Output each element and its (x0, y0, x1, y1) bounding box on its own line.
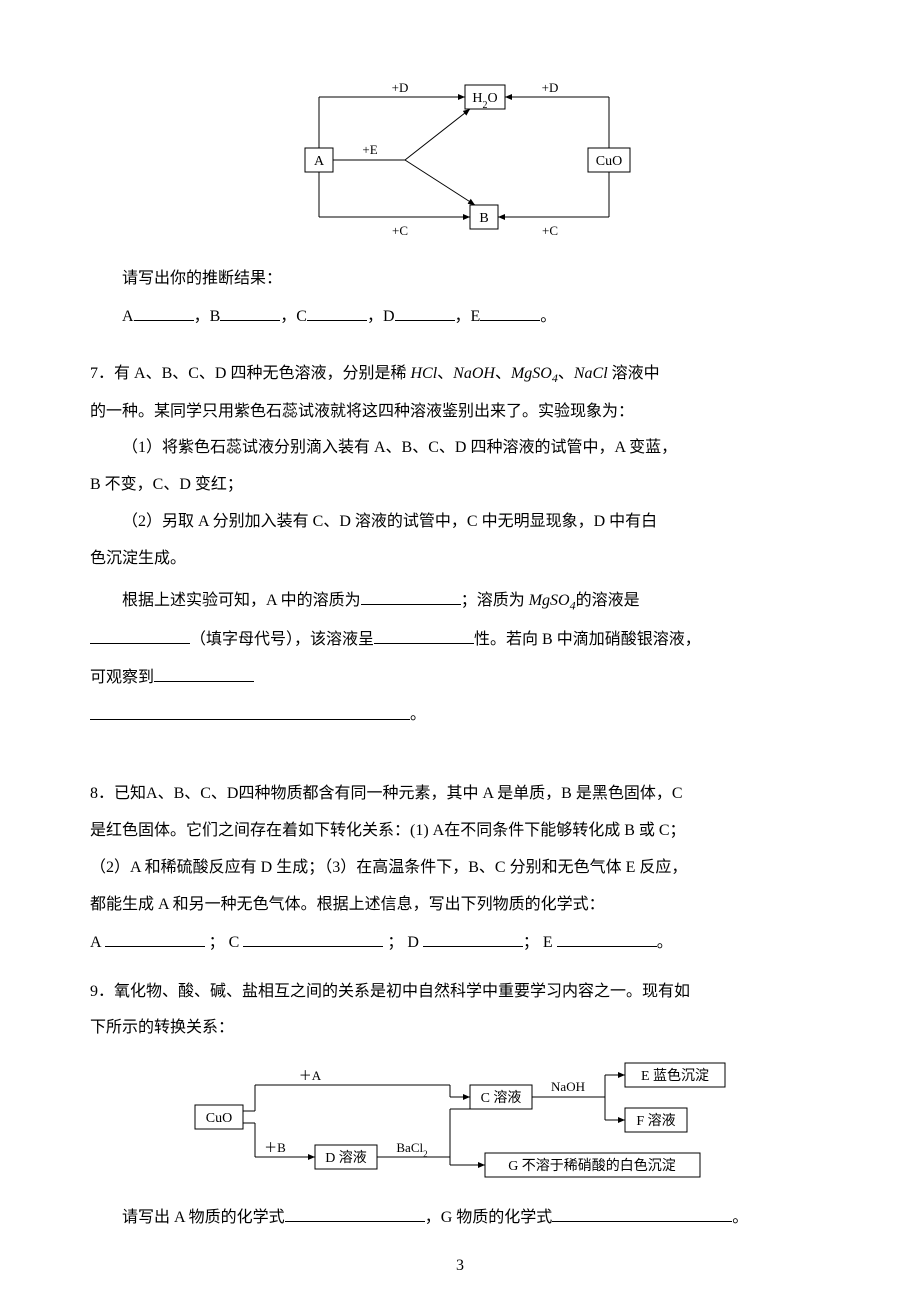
svg-text:CuO: CuO (206, 1111, 232, 1126)
q6-e: ，E (455, 308, 481, 325)
blank (480, 302, 540, 321)
nacl: NaCl (574, 365, 608, 382)
blank (307, 302, 367, 321)
svg-text:G 不溶于稀硝酸的白色沉淀: G 不溶于稀硝酸的白色沉淀 (508, 1157, 676, 1174)
svg-text:H2O: H2O (472, 91, 497, 111)
svg-text:E 蓝色沉淀: E 蓝色沉淀 (641, 1067, 709, 1084)
blank (90, 700, 410, 719)
q6-b: ，B (194, 308, 221, 325)
q7-p2a: （2）另取 A 分别加入装有 C、D 溶液的试管中，C 中无明显现象，D 中有白 (90, 508, 830, 537)
q8-l4: 都能生成 A 和另一种无色气体。根据上述信息，写出下列物质的化学式： (90, 891, 830, 920)
hcl: HCl (410, 365, 437, 382)
blank (374, 625, 474, 644)
page-number: 3 (456, 1257, 464, 1275)
q8-ans: A ； C ； D ； E 。 (90, 928, 830, 958)
q9-ans3: 。 (732, 1209, 748, 1226)
q7-p2b: 色沉淀生成。 (90, 545, 830, 574)
q7-intro1: 有 A、B、C、D 四种无色溶液，分别是稀 (114, 365, 410, 382)
q8-d: ； D (383, 934, 423, 951)
q8-l1: 8．已知A、B、C、D四种物质都含有同一种元素，其中 A 是单质，B 是黑色固体… (90, 780, 830, 809)
q7-num: 7． (90, 365, 114, 382)
q9-l1: 9．氧化物、酸、碱、盐相互之间的关系是初中自然科学中重要学习内容之一。现有如 (90, 978, 830, 1007)
q9-l2: 下所示的转换关系： (90, 1014, 830, 1043)
svg-text:B: B (479, 211, 488, 226)
blank (361, 586, 461, 605)
q7-conc2a: （填字母代号），该溶液呈 (190, 631, 374, 648)
q6-tail-2: A ，B ，C ，D ，E 。 (90, 302, 830, 332)
q8: 8．已知A、B、C、D四种物质都含有同一种元素，其中 A 是单质，B 是黑色固体… (90, 780, 830, 957)
svg-text:C 溶液: C 溶液 (481, 1090, 522, 1106)
svg-text:NaOH: NaOH (551, 1079, 585, 1094)
diagram-q9-svg: CuO ＋A C 溶液 ＋B D 溶液 BaCl2 (180, 1053, 740, 1188)
blank (552, 1203, 732, 1222)
sep1: 、 (437, 365, 453, 382)
q8-l3: （2）A 和稀硫酸反应有 D 生成；（3）在高温条件下，B、C 分别和无色气体 … (90, 854, 830, 883)
q7-conc1b: ；溶质为 (461, 592, 529, 609)
mgso4: MgSO (511, 365, 552, 382)
blank (285, 1203, 425, 1222)
q7-conc2: （填字母代号），该溶液呈 性。若向 B 中滴加硝酸银溶液， (90, 625, 830, 655)
svg-text:＋B: ＋B (264, 1140, 286, 1155)
q6-tail-1: 请写出你的推断结果： (90, 265, 830, 294)
q9-l1t: 氧化物、酸、碱、盐相互之间的关系是初中自然科学中重要学习内容之一。现有如 (114, 983, 690, 1000)
q8-a: A (90, 934, 105, 951)
q7-l1: 7．有 A、B、C、D 四种无色溶液，分别是稀 HCl、NaOH、MgSO4、N… (90, 360, 830, 390)
blank (220, 302, 280, 321)
blank (105, 928, 205, 947)
q7-conc4t: 。 (410, 707, 426, 724)
q7-conc1c: 的溶液是 (576, 592, 640, 609)
q7-conc3: 可观察到 (90, 663, 830, 693)
q8-l2: 是红色固体。它们之间存在着如下转化关系：(1) A在不同条件下能够转化成 B 或… (90, 817, 830, 846)
q7-l2: 的一种。某同学只用紫色石蕊试液就将这四种溶液鉴别出来了。实验现象为： (90, 398, 830, 427)
svg-text:A: A (314, 154, 325, 169)
blank (395, 302, 455, 321)
mgso4b: MgSO (529, 592, 570, 609)
q7-conc4: 。 (90, 700, 830, 730)
q7-conc1: 根据上述实验可知，A 中的溶质为；溶质为 MgSO4的溶液是 (90, 586, 830, 617)
svg-text:＋A: ＋A (299, 1068, 322, 1083)
sep2: 、 (495, 365, 511, 382)
blank (423, 928, 523, 947)
svg-text:CuO: CuO (596, 154, 622, 169)
q7-conc2b: 性。若向 B 中滴加硝酸银溶液， (474, 631, 701, 648)
sep3: 、 (558, 365, 574, 382)
svg-text:+D: +D (542, 80, 559, 95)
q9-ans2: ，G 物质的化学式 (425, 1209, 553, 1226)
q6-a: A (122, 308, 134, 325)
intro1e: 溶液中 (608, 365, 660, 382)
q8-e: ； E (523, 934, 557, 951)
q7-conc3t: 可观察到 (90, 669, 154, 686)
q6-d: ，D (367, 308, 395, 325)
blank (134, 302, 194, 321)
blank (243, 928, 383, 947)
diagram-q6: A H2O B CuO +D +C +E +D +C (270, 70, 650, 245)
q9-ans: 请写出 A 物质的化学式 ，G 物质的化学式 。 (90, 1203, 830, 1233)
svg-text:+E: +E (362, 142, 377, 157)
svg-text:D 溶液: D 溶液 (325, 1150, 367, 1166)
q7-p1a: （1）将紫色石蕊试液分别滴入装有 A、B、C、D 四种溶液的试管中，A 变蓝， (90, 434, 830, 463)
diagram-q9: CuO ＋A C 溶液 ＋B D 溶液 BaCl2 (180, 1053, 740, 1188)
blank (557, 928, 657, 947)
q6-c: ，C (280, 308, 307, 325)
blank (90, 625, 190, 644)
q7-conc1a: 根据上述实验可知，A 中的溶质为 (122, 592, 361, 609)
q8-end: 。 (657, 934, 673, 951)
diagram-q6-svg: A H2O B CuO +D +C +E +D +C (270, 70, 650, 245)
q9-num: 9． (90, 983, 114, 1000)
svg-text:BaCl2: BaCl2 (396, 1140, 427, 1159)
q9-ans1: 请写出 A 物质的化学式 (122, 1209, 285, 1226)
svg-text:+D: +D (392, 80, 409, 95)
svg-text:+C: +C (542, 223, 558, 238)
q8-c: ； C (205, 934, 244, 951)
svg-text:F 溶液: F 溶液 (636, 1113, 675, 1129)
naoh: NaOH (453, 365, 495, 382)
q7: 7．有 A、B、C、D 四种无色溶液，分别是稀 HCl、NaOH、MgSO4、N… (90, 360, 830, 731)
q8-l1t: 已知A、B、C、D四种物质都含有同一种元素，其中 A 是单质，B 是黑色固体，C (114, 785, 682, 802)
q9: 9．氧化物、酸、碱、盐相互之间的关系是初中自然科学中重要学习内容之一。现有如 下… (90, 978, 830, 1234)
svg-text:+C: +C (392, 223, 408, 238)
blank (154, 663, 254, 682)
q6-end: 。 (540, 308, 556, 325)
q8-num: 8． (90, 785, 114, 802)
q7-p1b: B 不变，C、D 变红； (90, 471, 830, 500)
